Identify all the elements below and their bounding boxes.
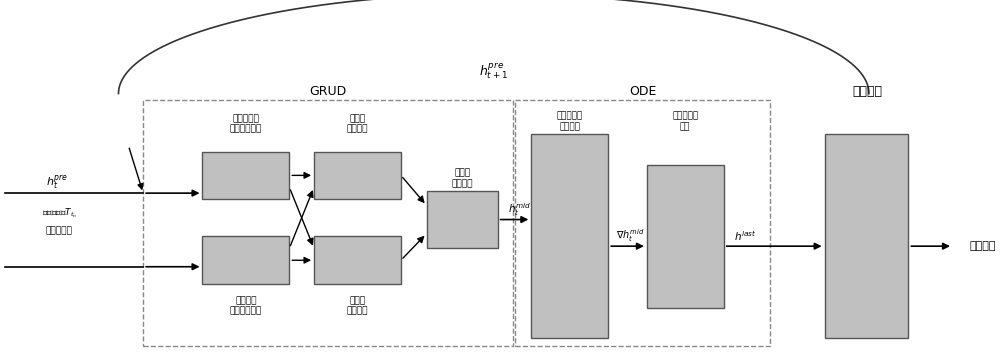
Bar <box>647 165 724 308</box>
Bar <box>825 134 908 338</box>
Text: 的输入向量: 的输入向量 <box>46 226 73 235</box>
Bar <box>515 100 770 346</box>
Text: 对应时间戳$T_{t_n}$: 对应时间戳$T_{t_n}$ <box>42 206 77 220</box>
Bar <box>314 236 401 284</box>
Bar <box>531 134 608 338</box>
Text: GRUD: GRUD <box>310 85 347 98</box>
Bar <box>314 152 401 199</box>
Bar <box>143 100 513 346</box>
Text: 评估结果: 评估结果 <box>970 241 996 251</box>
Text: 隐藏态衰减
处理全连接层: 隐藏态衰减 处理全连接层 <box>230 114 262 134</box>
Text: 全连接层: 全连接层 <box>852 85 882 98</box>
Text: 输入衰减
处理全连接层: 输入衰减 处理全连接层 <box>230 296 262 315</box>
Text: 重置门
计算单元: 重置门 计算单元 <box>347 296 368 315</box>
Text: $h_t^{mid}$: $h_t^{mid}$ <box>508 201 531 218</box>
Bar <box>202 236 289 284</box>
Text: 更新门
计算单元: 更新门 计算单元 <box>347 114 368 134</box>
Text: $h^{last}$: $h^{last}$ <box>734 229 757 243</box>
Bar <box>202 152 289 199</box>
Text: 常微分方程
计算模块: 常微分方程 计算模块 <box>557 111 583 131</box>
Text: 隐藏态
计算单元: 隐藏态 计算单元 <box>451 169 473 188</box>
Text: $h_t^{pre}$: $h_t^{pre}$ <box>46 173 68 191</box>
Bar <box>427 191 498 248</box>
Text: $h_{t+1}^{pre}$: $h_{t+1}^{pre}$ <box>479 62 508 81</box>
Text: 隐藏态更新
模块: 隐藏态更新 模块 <box>672 111 698 131</box>
Text: ODE: ODE <box>629 85 657 98</box>
Text: $\nabla h_t^{mid}$: $\nabla h_t^{mid}$ <box>616 227 644 244</box>
